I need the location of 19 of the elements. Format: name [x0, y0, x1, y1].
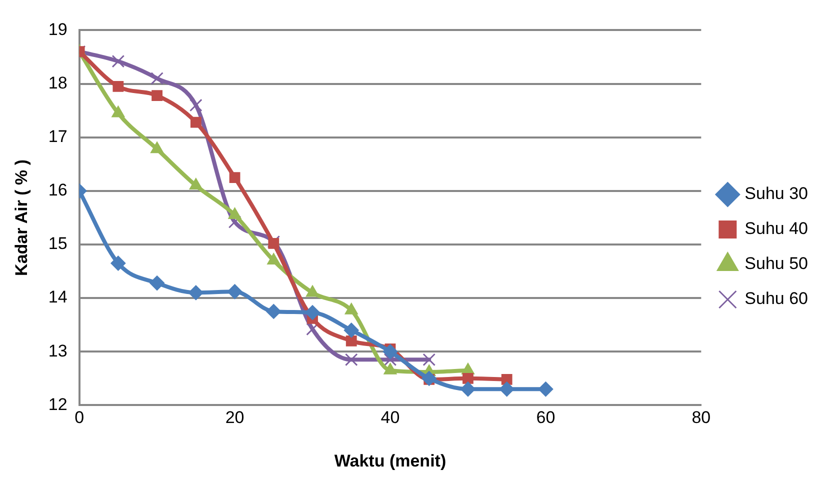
y-tick-label: 16 [48, 180, 68, 200]
x-axis-title: Waktu (menit) [334, 451, 446, 470]
x-tick-label: 60 [536, 408, 556, 428]
y-tick-label: 14 [48, 288, 68, 307]
legend-label: Suhu 50 [744, 254, 808, 274]
y-axis-title: Kadar Air ( % ) [12, 159, 31, 276]
x-tick-label: 20 [225, 408, 244, 428]
y-tick-label: 12 [48, 394, 68, 414]
legend-label: Suhu 60 [744, 289, 808, 308]
y-tick-label: 18 [48, 73, 68, 92]
legend-label: Suhu 30 [744, 184, 808, 204]
y-tick-label: 13 [48, 341, 68, 360]
legend-label: Suhu 40 [744, 219, 808, 238]
x-tick-label: 0 [74, 408, 84, 428]
y-tick-label: 19 [48, 20, 68, 39]
y-tick-label: 17 [48, 127, 68, 146]
x-tick-label: 80 [692, 408, 711, 428]
x-tick-label: 40 [380, 408, 400, 428]
y-tick-label: 15 [48, 234, 68, 254]
